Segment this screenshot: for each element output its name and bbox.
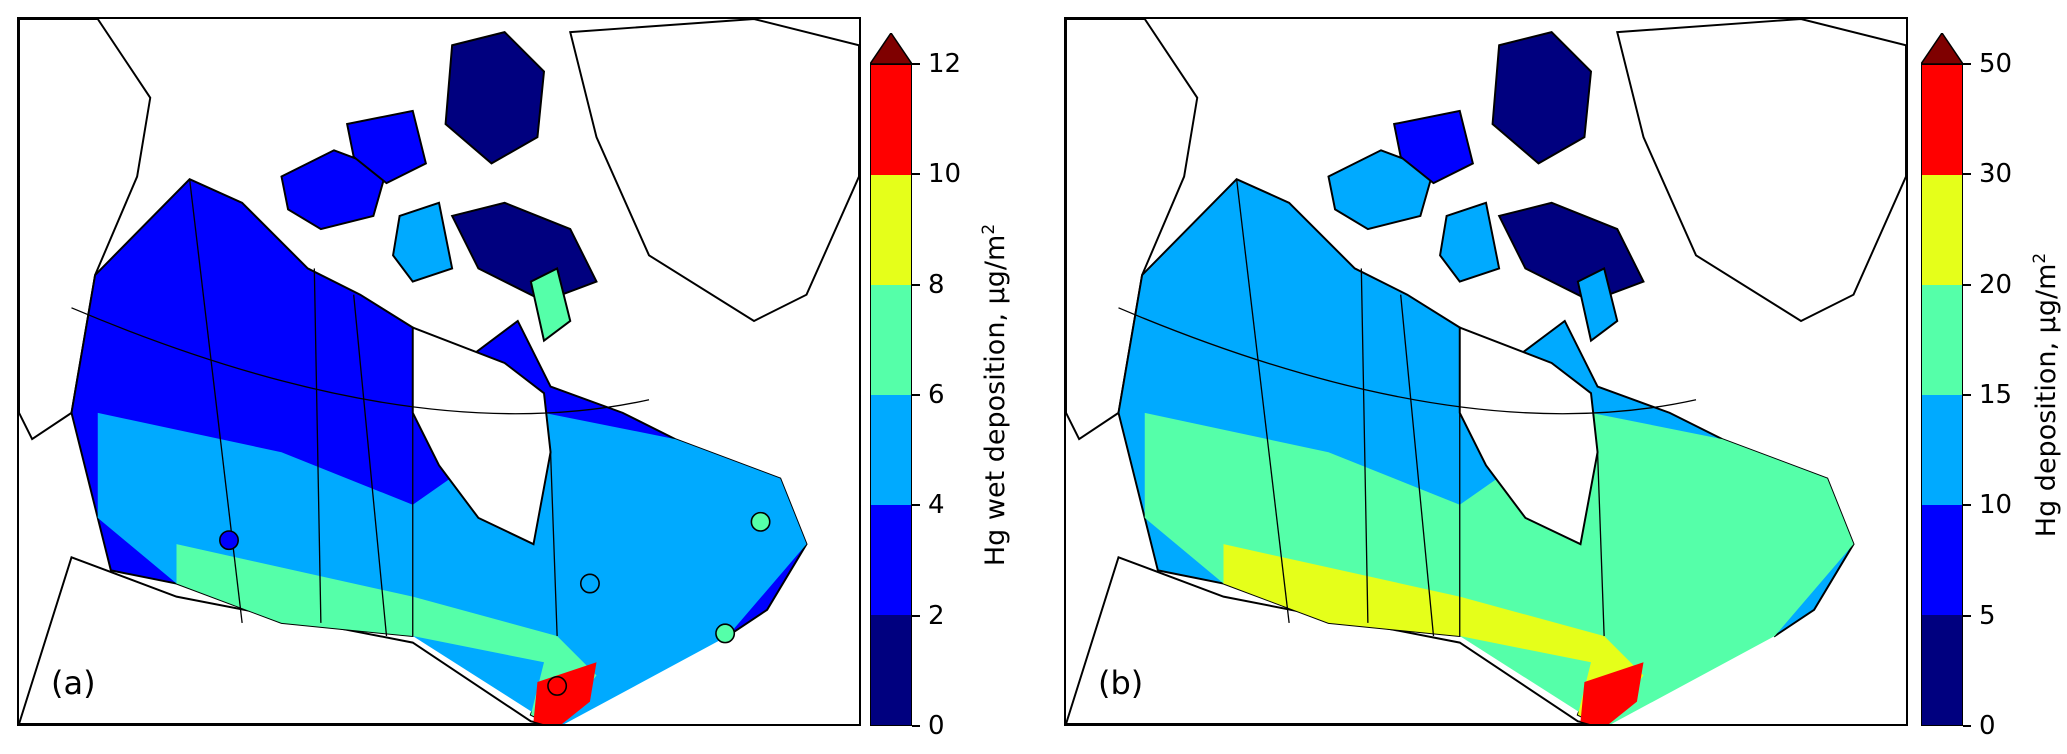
usa-outline [1066,555,1592,724]
hudson-bay [1458,326,1599,546]
colorbar-tick-label: 2 [928,600,945,631]
colorbar-label: Hg deposition, μg/m2 [2030,253,2062,537]
map-panel-a: (a) [17,17,861,726]
deposition-zone-south [1144,412,1854,724]
hudson-bay [411,326,552,546]
map-canvas [19,19,859,724]
colorbar-segment [1922,175,1962,285]
arctic-island [1327,149,1435,231]
usa-outline [19,555,545,724]
colorbar-tick-label: 8 [928,269,945,300]
arctic-island [444,31,546,165]
station-marker [715,623,736,644]
colorbar-label-text: Hg deposition, μg/m [2031,263,2062,538]
province-border [1360,268,1369,623]
colorbar-segment [871,615,911,725]
colorbar-tick-mark [912,283,920,286]
colorbar-tick-mark [912,63,920,65]
colorbar-label: Hg wet deposition, μg/m2 [979,224,1011,566]
colorbar-segment [1922,505,1962,615]
colorbar-label-text: Hg wet deposition, μg/m [980,234,1011,567]
arctic-island [280,149,388,231]
arctic-island [392,201,454,283]
colorbar-segment [1922,395,1962,505]
colorbar-label-superscript: 2 [2030,252,2050,264]
province-border [1596,452,1605,637]
colorbar-tick-mark [912,725,920,727]
province-border [1235,179,1290,623]
colorbar-extend-arrow [1921,33,1963,64]
colorbar-tick-mark [1963,504,1971,507]
map-panel-b: (b) [1064,17,1908,726]
arctic-island [450,201,598,303]
province-border [549,452,558,637]
arctic-island [1392,109,1475,185]
deposition-zone-band [176,544,597,724]
colorbar-tick-mark [1963,173,1971,176]
station-marker [219,530,239,551]
colorbar-label-superscript: 2 [979,223,999,235]
deposition-zone-band [1223,544,1644,724]
colorbar-tick-mark [912,173,920,176]
colorbar-tick-label: 0 [1979,711,1996,741]
colorbar-tick-label: 20 [1979,269,2013,300]
latitude-line [71,307,650,415]
colorbar-tick-label: 15 [1979,380,2013,410]
panel-label: (a) [51,664,96,702]
deposition-zone-southern-ontario [1580,662,1644,724]
greenland-outline [1616,19,1906,323]
colorbar-segment [871,175,911,285]
colorbar [870,64,912,726]
arctic-island [529,267,572,343]
arctic-island [1576,267,1619,343]
colorbar [1921,64,1963,726]
station-marker [547,675,568,696]
colorbar-segment [871,505,911,615]
colorbar-segment [871,285,911,395]
colorbar-tick-label: 10 [928,159,962,190]
map-canvas [1066,19,1906,724]
deposition-zone-south [97,412,807,724]
colorbar-segment [1922,615,1962,725]
colorbar-tick-mark [912,504,920,507]
colorbar-segment [1922,285,1962,395]
colorbar-tick-label: 6 [928,380,945,410]
arctic-island [1497,201,1645,303]
arctic-island [1491,31,1593,165]
colorbar-tick-label: 50 [1979,49,2013,79]
colorbar-segment [871,65,911,175]
colorbar-tick-mark [1963,63,1971,65]
colorbar-tick-mark [1963,614,1971,617]
colorbar-tick-label: 30 [1979,159,2013,190]
panel-label: (b) [1098,664,1144,702]
colorbar-tick-mark [912,394,920,396]
colorbar-tick-label: 5 [1979,600,1996,631]
colorbar-tick-label: 4 [928,490,945,521]
deposition-zone-southern-ontario [533,662,597,724]
greenland-outline [569,19,859,323]
colorbar-extend-arrow [870,33,912,64]
province-border [1400,294,1435,637]
colorbar-tick-label: 12 [928,49,962,79]
province-border [313,268,322,623]
arctic-island [1439,201,1501,283]
colorbar-tick-mark [1963,725,1971,727]
station-marker [579,573,600,594]
colorbar-tick-mark [1963,283,1971,286]
colorbar-tick-label: 0 [928,711,945,741]
colorbar-segment [871,395,911,505]
colorbar-tick-mark [912,614,920,617]
colorbar-segment [1922,65,1962,175]
colorbar-tick-mark [1963,394,1971,396]
arctic-island [345,109,428,185]
colorbar-tick-label: 10 [1979,490,2013,521]
station-marker [750,511,771,532]
province-border [353,294,388,637]
latitude-line [1118,307,1697,415]
